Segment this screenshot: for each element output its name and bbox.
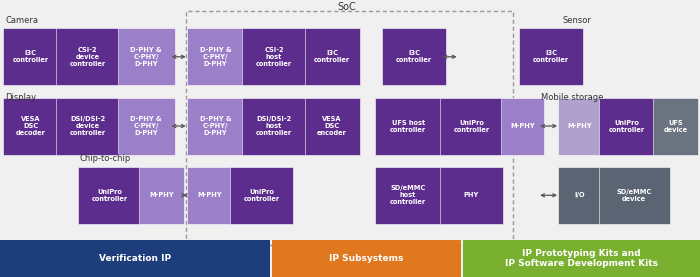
Text: Mobile storage: Mobile storage [541, 93, 603, 102]
Text: D-PHY &
C-PHY/
D-PHY: D-PHY & C-PHY/ D-PHY [130, 47, 162, 67]
Text: M-PHY: M-PHY [567, 123, 592, 129]
FancyBboxPatch shape [382, 28, 446, 85]
FancyBboxPatch shape [56, 98, 120, 155]
Text: M-PHY: M-PHY [197, 192, 222, 198]
FancyBboxPatch shape [187, 98, 244, 155]
Text: I/O: I/O [574, 192, 584, 198]
FancyBboxPatch shape [187, 28, 244, 85]
Text: Display: Display [6, 93, 36, 102]
Text: VESA
DSC
encoder: VESA DSC encoder [317, 116, 347, 136]
Text: SD/eMMC
device: SD/eMMC device [617, 189, 652, 202]
FancyBboxPatch shape [440, 167, 503, 224]
Text: D-PHY &
C-PHY/
D-PHY: D-PHY & C-PHY/ D-PHY [130, 116, 162, 136]
Bar [0, 240, 270, 277]
FancyBboxPatch shape [242, 98, 306, 155]
FancyBboxPatch shape [304, 28, 360, 85]
FancyBboxPatch shape [653, 98, 698, 155]
FancyBboxPatch shape [374, 98, 442, 155]
Text: UniPro
controller: UniPro controller [92, 189, 127, 202]
Bar [186, 11, 513, 245]
Text: Camera: Camera [6, 17, 38, 25]
FancyBboxPatch shape [230, 167, 293, 224]
Text: M-PHY: M-PHY [149, 192, 174, 198]
Bar [463, 240, 700, 277]
Text: CSI-2
device
controller: CSI-2 device controller [70, 47, 106, 67]
Text: Verification IP: Verification IP [99, 254, 172, 263]
Text: Sensor: Sensor [563, 17, 592, 25]
Text: PHY: PHY [464, 192, 479, 198]
FancyBboxPatch shape [139, 167, 184, 224]
Text: UniPro
controller: UniPro controller [244, 189, 279, 202]
Text: D-PHY &
C-PHY/
D-PHY: D-PHY & C-PHY/ D-PHY [199, 47, 232, 67]
FancyBboxPatch shape [3, 28, 58, 85]
FancyBboxPatch shape [598, 98, 655, 155]
FancyBboxPatch shape [3, 98, 58, 155]
Text: DSI/DSI-2
host
controller: DSI/DSI-2 host controller [256, 116, 292, 136]
Text: UFS host
controller: UFS host controller [390, 120, 426, 132]
Text: M-PHY: M-PHY [510, 123, 535, 129]
Text: IP Prototyping Kits and
IP Software Development Kits: IP Prototyping Kits and IP Software Deve… [505, 248, 658, 268]
Text: Chip-to-chip: Chip-to-chip [80, 155, 131, 163]
Text: D-PHY &
C-PHY/
D-PHY: D-PHY & C-PHY/ D-PHY [199, 116, 232, 136]
FancyBboxPatch shape [304, 98, 360, 155]
Text: UFS
device: UFS device [664, 120, 687, 132]
FancyBboxPatch shape [118, 28, 175, 85]
FancyBboxPatch shape [558, 167, 601, 224]
Text: I3C
controller: I3C controller [396, 50, 432, 63]
Text: SD/eMMC
host
controller: SD/eMMC host controller [390, 185, 426, 205]
FancyBboxPatch shape [242, 28, 306, 85]
Bar [272, 240, 461, 277]
Text: I3C
controller: I3C controller [314, 50, 350, 63]
Text: SoC: SoC [337, 2, 356, 12]
FancyBboxPatch shape [598, 167, 670, 224]
Text: UniPro
controller: UniPro controller [454, 120, 489, 132]
FancyBboxPatch shape [519, 28, 583, 85]
FancyBboxPatch shape [440, 98, 503, 155]
Text: CSI-2
host
controller: CSI-2 host controller [256, 47, 292, 67]
Text: IP Subsystems: IP Subsystems [329, 254, 404, 263]
Text: DSI/DSI-2
device
controller: DSI/DSI-2 device controller [70, 116, 106, 136]
FancyBboxPatch shape [558, 98, 601, 155]
Text: I3C
controller: I3C controller [13, 50, 48, 63]
FancyBboxPatch shape [501, 98, 544, 155]
FancyBboxPatch shape [56, 28, 120, 85]
FancyBboxPatch shape [118, 98, 175, 155]
Text: VESA
DSC
decoder: VESA DSC decoder [15, 116, 46, 136]
FancyBboxPatch shape [78, 167, 141, 224]
FancyBboxPatch shape [374, 167, 442, 224]
FancyBboxPatch shape [187, 167, 232, 224]
Text: I3C
controller: I3C controller [533, 50, 569, 63]
Text: UniPro
controller: UniPro controller [609, 120, 645, 132]
